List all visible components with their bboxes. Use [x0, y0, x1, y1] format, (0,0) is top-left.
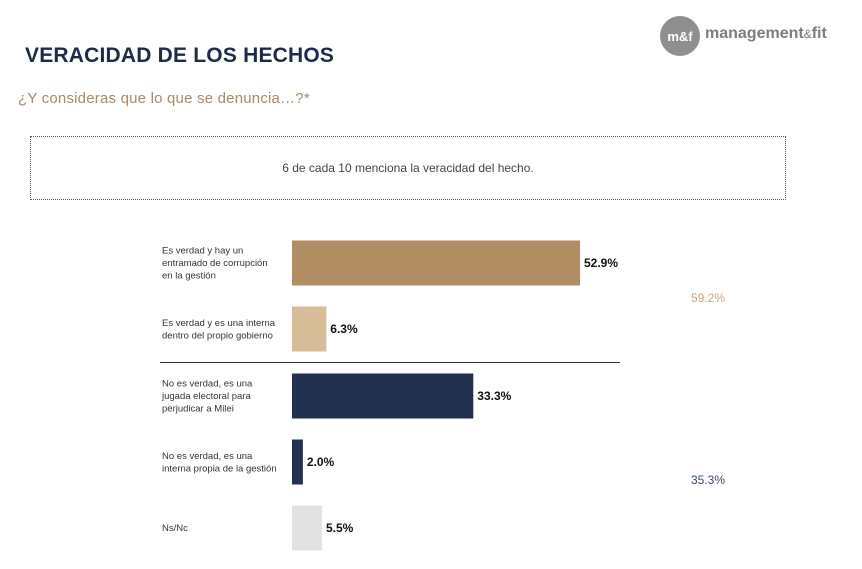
- brand-amp: &: [803, 27, 812, 41]
- group-total-1: 35.3%: [691, 473, 725, 487]
- brand-logo-name: management&fit: [705, 25, 827, 43]
- category-label-2: No es verdad, es una jugada electoral par…: [161, 379, 253, 415]
- bar-1: [292, 306, 327, 352]
- bar-value-label-3: 2.0%: [307, 455, 335, 469]
- bar-3: [292, 439, 303, 485]
- bar-value-label-4: 5.5%: [326, 521, 354, 535]
- chart-title: VERACIDAD DE LOS HECHOS: [25, 44, 335, 67]
- brand-name: management: [705, 25, 804, 42]
- category-label-3: No es verdad, es una interna propia de la…: [162, 451, 277, 475]
- category-label-1: Es verdad y es una interna dentro del pro…: [162, 318, 276, 342]
- bar-2: [292, 373, 474, 419]
- bar-0: [292, 240, 580, 286]
- question-subtitle: ¿Y consideras que lo que se denuncia…?*: [18, 90, 310, 107]
- bar-value-label-0: 52.9%: [584, 256, 618, 270]
- brand-logo-mark: m&f: [660, 16, 700, 56]
- category-label-4: Ns/Nc: [162, 523, 188, 534]
- bar-value-label-1: 6.3%: [330, 322, 358, 336]
- group-total-0: 59.2%: [691, 291, 725, 305]
- summary-note-text: 6 de cada 10 menciona la veracidad del h…: [282, 161, 534, 175]
- bar-value-label-2: 33.3%: [477, 389, 511, 403]
- brand-suffix: fit: [811, 25, 827, 42]
- bar-4: [292, 505, 322, 551]
- category-label-0: Es verdad y hay un entramado de corrupció…: [162, 246, 268, 282]
- summary-note-box: 6 de cada 10 menciona la veracidad del h…: [30, 136, 786, 200]
